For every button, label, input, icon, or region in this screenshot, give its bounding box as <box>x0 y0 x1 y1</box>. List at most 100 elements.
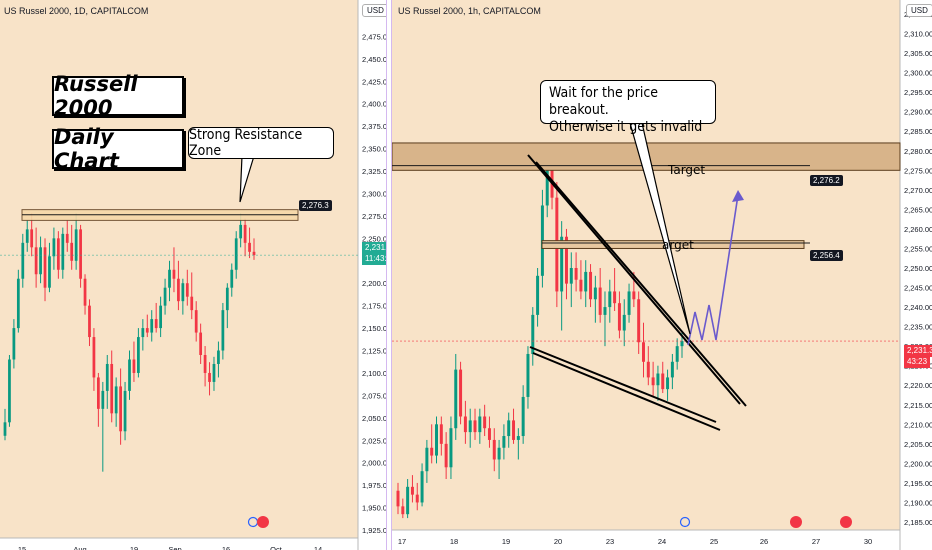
candle-body <box>608 291 612 308</box>
price-axis-tick-label: 2,245.000 <box>904 284 932 293</box>
hourly-currency-button[interactable]: USD <box>906 4 932 17</box>
candle-body <box>584 271 588 292</box>
daily-chart-panel[interactable]: 1,925.000 1,950.000 1,975.000 2,000.000 2,02… <box>0 0 386 550</box>
candle-body <box>560 236 564 292</box>
candle-body <box>212 363 216 382</box>
hourly-chart-symbol-title: US Russel 2000, 1h, CAPITALCOM <box>398 6 541 16</box>
candle-body <box>114 386 118 414</box>
time-axis-tick-label: 19 <box>502 537 510 546</box>
candle-body <box>593 287 597 300</box>
candle-body <box>34 247 38 275</box>
candle-body <box>3 422 7 436</box>
price-axis-tick-label: 1,975.000 <box>362 481 386 490</box>
candle-body <box>16 278 20 329</box>
candle-body <box>473 420 477 433</box>
time-axis-tick-label: 17 <box>398 537 406 546</box>
candle-body <box>613 291 617 304</box>
time-axis-tick-label: 23 <box>606 537 614 546</box>
candle-body <box>680 341 684 347</box>
candle-body <box>105 363 109 391</box>
resistance-zone-callout: Strong Resistance Zone <box>188 127 334 159</box>
candle-body <box>74 229 78 261</box>
price-axis-tick-label: 2,190.000 <box>904 498 932 507</box>
time-axis-tick-label: Sep <box>168 545 181 550</box>
candle-body <box>661 373 665 390</box>
price-axis-tick-label: 2,195.000 <box>904 479 932 488</box>
candle-body <box>497 447 501 460</box>
price-axis-tick-label: 2,375.000 <box>362 122 386 131</box>
candle-body <box>141 328 145 338</box>
candle-body <box>221 310 225 351</box>
candle-body <box>666 377 670 390</box>
time-axis-tick-label: 25 <box>710 537 718 546</box>
candle-body <box>48 256 51 288</box>
candle-body <box>603 307 607 315</box>
price-axis-tick-label: 2,265.000 <box>904 205 932 214</box>
hourly-chart-panel[interactable]: 2,185.000 2,190.000 2,195.000 2,200.000 2,20… <box>392 0 932 550</box>
time-axis-tick-label: 20 <box>554 537 562 546</box>
lightning-icon <box>679 516 691 528</box>
title-russell-2000: Russell 2000 <box>52 72 184 120</box>
candle-body <box>12 328 16 360</box>
candle-body <box>651 377 655 386</box>
price-axis-tick-label: 2,250.000 <box>904 264 932 273</box>
candle-body <box>564 236 568 284</box>
candle-body <box>25 229 29 243</box>
panel-divider[interactable] <box>386 0 392 550</box>
candle-body <box>79 229 82 279</box>
us-flag-icon <box>790 516 802 528</box>
price-axis-tick-label: 2,185.000 <box>904 518 932 527</box>
candle-body <box>589 271 593 300</box>
price-axis-tick-label: 2,175.000 <box>362 302 386 311</box>
candle-body <box>30 229 34 248</box>
daily-resistance-price-tag: 2,276.3 <box>299 200 332 211</box>
price-axis-tick-label: 2,125.000 <box>362 347 386 356</box>
price-axis-tick-label: 2,295.000 <box>904 88 932 97</box>
daily-currency-button[interactable]: USD <box>362 4 386 17</box>
time-axis-tick-label: 14 <box>314 545 322 550</box>
price-axis-tick-label: 2,305.000 <box>904 49 932 58</box>
candle-body <box>574 268 578 280</box>
candle-body <box>444 443 448 468</box>
candle-body <box>154 319 158 329</box>
projection-arrow-head <box>732 190 744 202</box>
candle-body <box>8 359 11 423</box>
candle-body <box>163 287 167 306</box>
candle-body <box>641 342 645 362</box>
candle-body <box>459 369 463 417</box>
candle-body <box>410 486 414 495</box>
candle-body <box>199 332 203 356</box>
price-axis-tick-label: 2,260.000 <box>904 225 932 234</box>
candle-body <box>415 494 419 503</box>
price-axis-tick-label: 2,475.000 <box>362 32 386 41</box>
price-axis-tick-label: 2,200.000 <box>904 459 932 468</box>
candle-body <box>203 355 207 373</box>
candle-body <box>425 447 429 472</box>
time-axis-tick-label: Oct <box>270 545 283 550</box>
price-axis-tick-label: 2,240.000 <box>904 303 932 312</box>
candle-body <box>512 420 516 440</box>
candle-body <box>463 416 467 433</box>
candle-body <box>145 328 149 333</box>
price-axis-tick-label: 2,270.000 <box>904 186 932 195</box>
candle-body <box>435 424 439 456</box>
price-axis-tick-label: 2,210.000 <box>904 420 932 429</box>
candle-body <box>627 291 631 315</box>
candle-body <box>217 350 220 364</box>
candle-body <box>646 361 650 378</box>
time-axis-tick-label: 15 <box>18 545 26 550</box>
candle-body <box>449 428 453 468</box>
price-axis-tick-label: 2,075.000 <box>362 391 386 400</box>
price-axis-tick-label: 2,275.000 <box>362 212 386 221</box>
candle-body <box>150 319 154 333</box>
candle-body <box>526 353 530 397</box>
hourly-countdown-tag: 43:23 <box>904 356 931 368</box>
price-axis-tick-label: 2,220.000 <box>904 381 932 390</box>
price-axis-tick-label: 2,300.000 <box>362 189 386 198</box>
candle-body <box>190 296 194 311</box>
price-axis-tick-label: 1,925.000 <box>362 526 386 535</box>
time-axis-tick-label: 30 <box>864 537 872 546</box>
daily-chart-symbol-title: US Russel 2000, 1D, CAPITALCOM <box>4 6 149 16</box>
time-axis-tick-label: 26 <box>760 537 768 546</box>
candle-body <box>172 269 176 279</box>
